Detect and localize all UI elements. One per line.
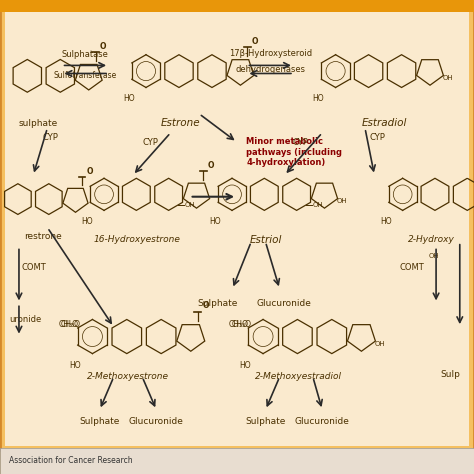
Text: dehydrogenases: dehydrogenases [235,65,305,74]
Text: CH₃O: CH₃O [61,320,81,329]
Text: HO: HO [123,94,135,103]
Text: O: O [252,37,258,46]
Text: HO: HO [81,217,93,226]
Bar [0,448,474,474]
Text: uronide: uronide [9,316,42,324]
Text: Glucuronide: Glucuronide [129,417,184,426]
Text: CH₃O: CH₃O [58,320,78,329]
Text: COMT: COMT [21,264,46,272]
Text: 2-Hydroxy: 2-Hydroxy [408,235,455,244]
Text: Association for Cancer Research: Association for Cancer Research [9,456,133,465]
Text: HO: HO [69,361,81,370]
Text: OH: OH [429,253,439,259]
Text: Sulphate: Sulphate [198,299,238,308]
Text: O: O [203,301,209,310]
Text: HO: HO [239,361,251,370]
Text: CH₃O: CH₃O [231,320,251,329]
Text: 16-Hydroxyestrone: 16-Hydroxyestrone [94,235,181,244]
Text: HO: HO [209,217,221,226]
Text: COMT: COMT [400,264,424,272]
Text: sulphate: sulphate [19,118,58,128]
Text: 2-Methoxyestradiol: 2-Methoxyestradiol [255,372,342,381]
Text: Estradiol: Estradiol [361,118,407,128]
Text: Sulfotransferase: Sulfotransferase [54,71,117,80]
Text: HO: HO [312,94,324,103]
Text: OH: OH [312,202,323,209]
Text: OH: OH [374,341,385,346]
Text: Estriol: Estriol [249,235,282,245]
Text: Sulp: Sulp [440,370,460,379]
Text: Minor metabolic
pathways (including
4-hydroxylation): Minor metabolic pathways (including 4-hy… [246,137,343,167]
Text: Glucuronide: Glucuronide [257,299,312,308]
Bar [0,0,474,12]
Text: Sulphatase: Sulphatase [62,50,109,59]
Text: CYP: CYP [43,133,58,142]
Text: Sulphate: Sulphate [79,417,120,426]
Text: O: O [86,167,92,176]
Text: CYP: CYP [370,133,385,142]
Text: CYP: CYP [142,138,158,146]
Text: CH₃O: CH₃O [229,320,249,329]
Text: 2-Methoxyestrone: 2-Methoxyestrone [87,372,169,381]
Text: OH: OH [443,75,453,81]
Text: Glucuronide: Glucuronide [295,417,350,426]
Text: O: O [100,42,107,51]
Text: CYP: CYP [292,138,308,146]
Text: OH: OH [337,198,347,204]
Text: O: O [208,161,214,170]
Text: OH: OH [184,202,195,209]
Text: restrone: restrone [24,232,62,241]
Text: HO: HO [380,217,392,226]
Text: Sulphate: Sulphate [245,417,286,426]
Text: Estrone: Estrone [160,118,200,128]
Text: 17β-Hydroxysteroid: 17β-Hydroxysteroid [228,49,312,58]
